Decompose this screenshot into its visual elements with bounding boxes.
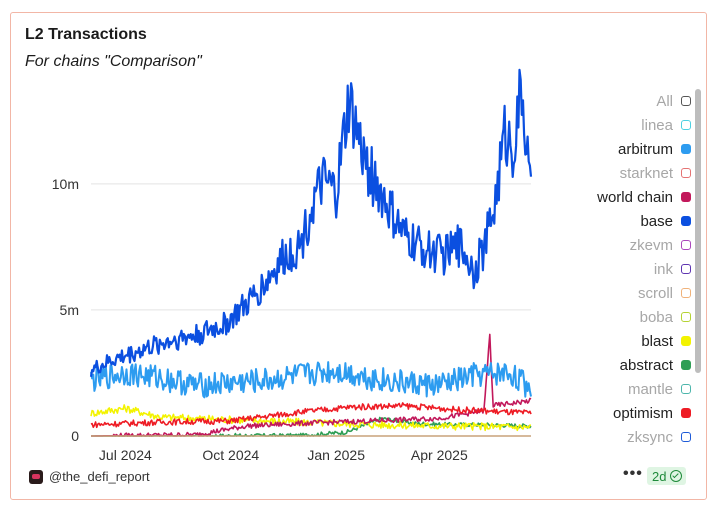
legend-swatch bbox=[681, 264, 691, 274]
x-tick-label: Jul 2024 bbox=[99, 447, 152, 463]
series-line-optimism bbox=[90, 402, 532, 429]
legend-swatch bbox=[681, 360, 691, 370]
series-line-world-chain bbox=[91, 333, 532, 437]
legend-swatch bbox=[681, 432, 691, 442]
legend-item-abstract[interactable]: abstract bbox=[571, 353, 691, 377]
legend-swatch bbox=[681, 384, 691, 394]
author-handle[interactable]: @the_defi_report bbox=[49, 469, 150, 484]
legend-label: ink bbox=[653, 260, 673, 278]
legend-swatch bbox=[681, 216, 691, 226]
legend-item-zksync[interactable]: zksync bbox=[571, 425, 691, 449]
legend-label: arbitrum bbox=[617, 140, 673, 158]
legend-label: zkevm bbox=[629, 236, 673, 254]
y-tick-label: 5m bbox=[60, 302, 79, 318]
legend-item-arbitrum[interactable]: arbitrum bbox=[571, 137, 691, 161]
legend-item-starknet[interactable]: starknet bbox=[571, 161, 691, 185]
series-line-base bbox=[89, 68, 533, 377]
legend-label: world chain bbox=[597, 188, 673, 206]
legend-item-world-chain[interactable]: world chain bbox=[571, 185, 691, 209]
legend-item-optimism[interactable]: optimism bbox=[571, 401, 691, 425]
legend-item-blast[interactable]: blast bbox=[571, 329, 691, 353]
legend-swatch bbox=[681, 144, 691, 154]
check-circle-icon bbox=[670, 470, 683, 482]
legend-swatch bbox=[681, 120, 691, 130]
author-avatar-icon bbox=[29, 470, 43, 484]
refresh-age-badge: 2d bbox=[647, 467, 687, 485]
chart-subtitle: For chains "Comparison" bbox=[25, 53, 202, 70]
legend-swatch bbox=[681, 336, 691, 346]
legend-label: base bbox=[640, 212, 673, 230]
legend-swatch bbox=[681, 240, 691, 250]
y-tick-label: 10m bbox=[52, 176, 79, 192]
legend-label: All bbox=[656, 92, 673, 110]
legend-label: scroll bbox=[637, 284, 673, 302]
legend-item-scroll[interactable]: scroll bbox=[571, 281, 691, 305]
legend-label: abstract bbox=[619, 356, 673, 374]
legend-label: linea bbox=[641, 116, 673, 134]
legend-swatch bbox=[681, 288, 691, 298]
refresh-age-label: 2d bbox=[652, 468, 667, 484]
legend-item-mantle[interactable]: mantle bbox=[571, 377, 691, 401]
x-tick-label: Apr 2025 bbox=[411, 447, 468, 463]
legend-swatch bbox=[681, 192, 691, 202]
more-options-button[interactable]: ••• bbox=[623, 465, 643, 482]
legend-swatch bbox=[681, 408, 691, 418]
legend-label: starknet bbox=[619, 164, 673, 182]
legend-swatch bbox=[681, 96, 691, 106]
legend-label: mantle bbox=[627, 380, 673, 398]
chart-card: L2 Transactions For chains "Comparison" … bbox=[10, 12, 707, 500]
legend-item-linea[interactable]: linea bbox=[571, 113, 691, 137]
legend-label: zksync bbox=[627, 428, 673, 446]
legend-label: optimism bbox=[612, 404, 673, 422]
legend-item-boba[interactable]: boba bbox=[571, 305, 691, 329]
legend-scrollbar[interactable] bbox=[695, 89, 701, 373]
legend-swatch bbox=[681, 312, 691, 322]
legend-label: blast bbox=[641, 332, 673, 350]
legend-item-ink[interactable]: ink bbox=[571, 257, 691, 281]
legend-item-zkevm[interactable]: zkevm bbox=[571, 233, 691, 257]
legend-label: boba bbox=[639, 308, 673, 326]
chart-legend: All linea arbitrum starknet world chain base z… bbox=[571, 89, 691, 449]
y-tick-label: 0 bbox=[71, 428, 79, 444]
x-tick-label: Oct 2024 bbox=[202, 447, 259, 463]
legend-swatch bbox=[681, 168, 691, 178]
series-line-arbitrum bbox=[90, 361, 532, 399]
legend-item-All[interactable]: All bbox=[571, 89, 691, 113]
legend-item-base[interactable]: base bbox=[571, 209, 691, 233]
line-chart: 0 5m 10m Jul 2024 Oct 2024 Jan 2025 Apr 2025 bbox=[52, 68, 533, 463]
x-tick-label: Jan 2025 bbox=[307, 447, 365, 463]
chart-title: L2 Transactions bbox=[25, 26, 147, 43]
